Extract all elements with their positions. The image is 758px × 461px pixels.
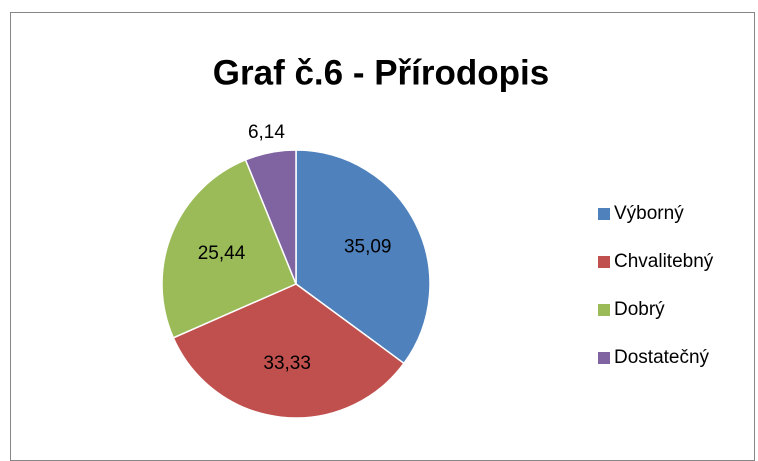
legend-label: Dobrý [614, 299, 665, 320]
legend-swatch [598, 304, 610, 316]
legend-label: Dostatečný [614, 347, 710, 368]
pie-slice [172, 283, 406, 419]
legend-swatch [598, 208, 610, 220]
pie-slice [295, 149, 431, 365]
data-label: 6,14 [248, 122, 285, 143]
legend-swatch [598, 352, 610, 364]
data-label: 33,33 [263, 353, 311, 374]
pie-slice [161, 158, 297, 339]
pie-slice [244, 149, 297, 285]
legend-label: Výborný [614, 203, 684, 224]
data-label: 35,09 [344, 237, 392, 258]
chart-title: Graf č.6 - Přírodopis [213, 53, 549, 92]
legend-swatch [598, 256, 610, 268]
legend-label: Chvalitebný [614, 251, 714, 272]
data-label: 25,44 [198, 243, 246, 264]
